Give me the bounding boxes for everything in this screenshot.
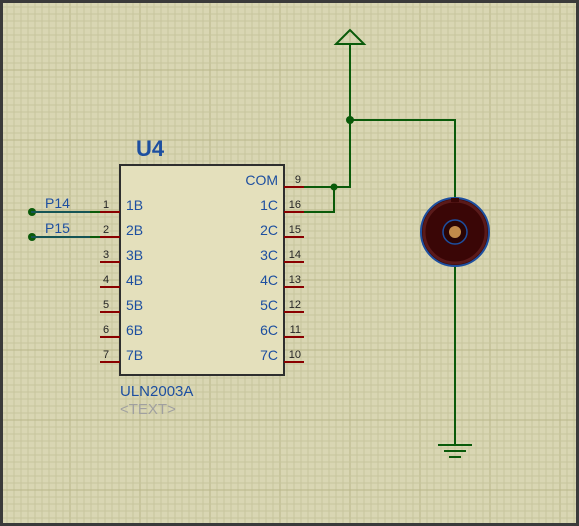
pin-number: 10 xyxy=(289,349,301,361)
chip-partname: ULN2003A xyxy=(120,383,193,400)
pin-label: 3C xyxy=(260,247,278,263)
pin-label: 5C xyxy=(260,297,278,313)
pin-label: 5B xyxy=(126,297,143,313)
pin-label: 6C xyxy=(260,322,278,338)
chip-value: <TEXT> xyxy=(120,401,176,418)
pin-number: 2 xyxy=(103,224,109,236)
pin-label: 7C xyxy=(260,347,278,363)
pin-number: 13 xyxy=(289,274,301,286)
pin-number: 4 xyxy=(103,274,109,286)
pin-label: 1C xyxy=(260,197,278,213)
buzzer xyxy=(421,198,489,266)
schematic-svg: COM 9 1C 16 2C 15 3C 14 4C 13 5C 12 6C 11 7C 10 1B 1 2B 2 3B… xyxy=(0,0,579,526)
pin-label: 6B xyxy=(126,322,143,338)
pin-label: COM xyxy=(245,172,278,188)
pin-label: 3B xyxy=(126,247,143,263)
pin-label: 4C xyxy=(260,272,278,288)
junction-dot xyxy=(331,184,338,191)
net-label-p15: P15 xyxy=(45,220,70,236)
pin-label: 7B xyxy=(126,347,143,363)
pin-number: 7 xyxy=(103,349,109,361)
chip-ref: U4 xyxy=(136,136,165,161)
buzzer-hole xyxy=(449,226,461,238)
pin-number: 6 xyxy=(103,324,109,336)
pin-number: 14 xyxy=(289,249,301,261)
pin-number: 1 xyxy=(103,199,109,211)
pin-number: 11 xyxy=(290,324,301,336)
schematic-canvas: COM 9 1C 16 2C 15 3C 14 4C 13 5C 12 6C 11 7C 10 1B 1 2B 2 3B… xyxy=(0,0,579,526)
pin-label: 4B xyxy=(126,272,143,288)
pin-number: 9 xyxy=(295,174,301,186)
pin-label: 1B xyxy=(126,197,143,213)
net-label-p14: P14 xyxy=(45,195,70,211)
chip-u4: COM 9 1C 16 2C 15 3C 14 4C 13 5C 12 6C 11 7C 10 1B 1 2B 2 3B… xyxy=(100,136,304,418)
pin-number: 5 xyxy=(103,299,109,311)
pin-label: 2C xyxy=(260,222,278,238)
pin-number: 15 xyxy=(289,224,301,236)
pin-label: 2B xyxy=(126,222,143,238)
pin-number: 3 xyxy=(103,249,109,261)
pin-number: 16 xyxy=(289,199,301,211)
pin-number: 12 xyxy=(289,299,301,311)
